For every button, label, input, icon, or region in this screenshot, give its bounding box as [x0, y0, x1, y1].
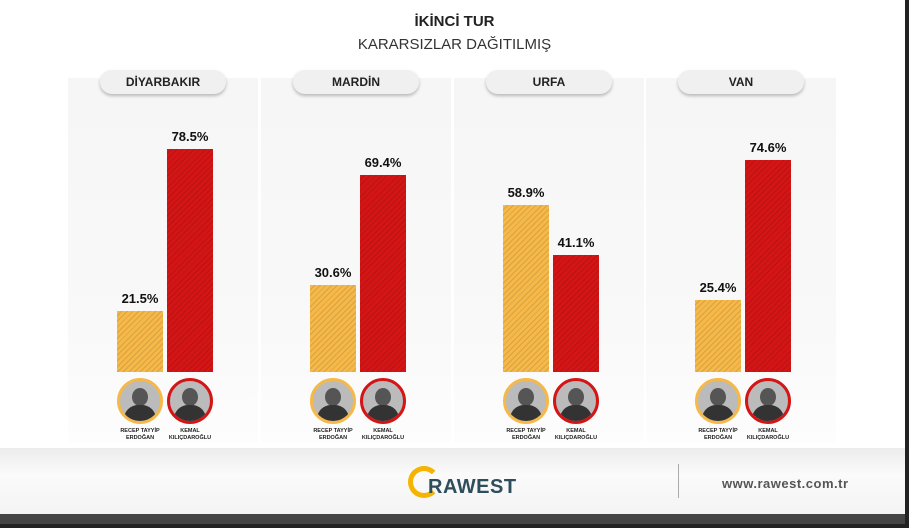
- url: www.rawest.com.tr: [722, 476, 849, 491]
- photo-head: [518, 388, 534, 406]
- bar: [167, 149, 213, 372]
- panel: DİYARBAKIR 21.5% RECEP TAYYİP ERDOĞAN 78.5%…: [68, 70, 258, 442]
- candidate-name: RECEP TAYYİP ERDOĞAN: [120, 428, 160, 441]
- photo-head: [760, 388, 776, 406]
- bar: [117, 310, 163, 372]
- candidate-photo: [117, 378, 163, 424]
- candidate-photo: [167, 378, 213, 424]
- candidate-name: KEMAL KILIÇDAROĞLU: [361, 428, 405, 441]
- value-label: 21.5%: [121, 290, 159, 306]
- candidate-name: KEMAL KILIÇDAROĞLU: [746, 428, 790, 441]
- photo-head: [710, 388, 726, 406]
- candidate-photo: [553, 378, 599, 424]
- candidate-photo: [695, 378, 741, 424]
- candidate-photo: [745, 378, 791, 424]
- bar: [360, 174, 406, 372]
- photo-head: [325, 388, 341, 406]
- photo-body: [367, 405, 399, 421]
- bar: [310, 285, 356, 372]
- photo-body: [174, 405, 206, 421]
- panel: URFA 58.9% RECEP TAYYİP ERDOĞAN 41.1% KEMAL …: [454, 70, 644, 442]
- bottom-strip: [0, 514, 905, 524]
- photo-body: [702, 405, 734, 421]
- value-label: 69.4%: [364, 154, 402, 170]
- photo-body: [510, 405, 542, 421]
- candidate-photo: [310, 378, 356, 424]
- photo-body: [124, 405, 156, 421]
- panel-title: URFA: [486, 70, 612, 94]
- value-label: 78.5%: [171, 129, 209, 145]
- title: İKİNCİ TUR: [414, 13, 495, 30]
- subtitle: KARARSIZLAR DAĞITILMIŞ: [357, 36, 552, 53]
- photo-head: [132, 388, 148, 406]
- photo-head: [375, 388, 391, 406]
- bar: [745, 160, 791, 372]
- bar: [553, 255, 599, 372]
- candidate-name: RECEP TAYYİP ERDOĞAN: [506, 428, 546, 441]
- value-label: 41.1%: [557, 235, 595, 251]
- photo-body: [560, 405, 592, 421]
- photo-head: [568, 388, 584, 406]
- panel-title: MARDİN: [293, 70, 419, 94]
- logo: RAWEST: [428, 476, 517, 498]
- photo-body: [317, 405, 349, 421]
- value-label: 30.6%: [314, 265, 352, 281]
- bar: [695, 299, 741, 372]
- bar: [503, 204, 549, 372]
- candidate-photo: [360, 378, 406, 424]
- value-label: 74.6%: [749, 140, 787, 156]
- photo-head: [182, 388, 198, 406]
- candidate-name: KEMAL KILIÇDAROĞLU: [554, 428, 598, 441]
- divider: [678, 464, 679, 498]
- candidate-name: RECEP TAYYİP ERDOĞAN: [698, 428, 738, 441]
- logo-ring: [408, 466, 440, 498]
- value-label: 25.4%: [699, 279, 737, 295]
- panel-title: VAN: [678, 70, 804, 94]
- candidate-name: RECEP TAYYİP ERDOĞAN: [313, 428, 353, 441]
- panel: VAN 25.4% RECEP TAYYİP ERDOĞAN 74.6% KEMAL K…: [646, 70, 836, 442]
- candidate-name: KEMAL KILIÇDAROĞLU: [168, 428, 212, 441]
- photo-body: [752, 405, 784, 421]
- panel-title: DİYARBAKIR: [100, 70, 226, 94]
- value-label: 58.9%: [507, 184, 545, 200]
- panel: MARDİN 30.6% RECEP TAYYİP ERDOĞAN 69.4% KEMA…: [261, 70, 451, 442]
- footer: [0, 448, 905, 514]
- candidate-photo: [503, 378, 549, 424]
